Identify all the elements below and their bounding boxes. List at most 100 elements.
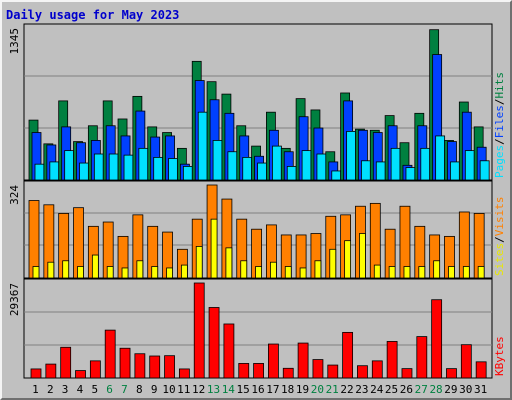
bar-sites-day-2 xyxy=(47,261,55,279)
x-tick-label-11: 11 xyxy=(177,383,190,396)
bar-sites-day-1 xyxy=(32,266,40,279)
legend-item-hits: Hits xyxy=(493,72,506,99)
bar-pages-day-9 xyxy=(153,156,164,181)
x-tick-label-22: 22 xyxy=(340,383,353,396)
x-tick-label-23: 23 xyxy=(355,383,368,396)
bar-kbytes-day-25 xyxy=(386,341,398,379)
x-tick-label-12: 12 xyxy=(192,383,205,396)
x-tick-label-16: 16 xyxy=(251,383,264,396)
x-tick-label-19: 19 xyxy=(296,383,309,396)
chart-title: Daily usage for May 2023 xyxy=(6,8,179,22)
bar-pages-day-26 xyxy=(405,167,416,181)
bar-pages-day-12 xyxy=(197,111,208,181)
legend-hits: Pages/Files/Hits xyxy=(493,72,506,178)
bar-sites-day-24 xyxy=(373,264,381,279)
bar-kbytes-day-12 xyxy=(193,282,205,379)
x-tick-label-20: 20 xyxy=(311,383,324,396)
legend-item-files: Files xyxy=(493,105,506,138)
x-tick-label-4: 4 xyxy=(77,383,84,396)
bar-pages-day-8 xyxy=(138,147,149,181)
bar-kbytes-day-16 xyxy=(253,363,264,379)
bar-kbytes-day-19 xyxy=(297,342,309,379)
x-tick-label-25: 25 xyxy=(385,383,398,396)
bar-kbytes-day-29 xyxy=(446,368,457,379)
bar-sites-day-4 xyxy=(77,266,84,279)
bar-pages-day-30 xyxy=(464,150,475,181)
bar-pages-day-27 xyxy=(420,147,431,181)
bar-kbytes-day-26 xyxy=(401,368,413,379)
x-tick-label-24: 24 xyxy=(370,383,384,396)
x-tick-label-1: 1 xyxy=(32,383,39,396)
legend-kbytes: KBytes xyxy=(493,336,506,376)
bar-kbytes-day-28 xyxy=(431,299,443,379)
bar-kbytes-day-15 xyxy=(238,363,250,379)
legend-separator: / xyxy=(493,138,506,145)
y-max-label-visits: 324 xyxy=(8,185,21,205)
x-tick-label-31: 31 xyxy=(474,383,487,396)
bar-sites-day-21 xyxy=(329,248,337,279)
x-tick-label-17: 17 xyxy=(266,383,279,396)
bar-pages-day-29 xyxy=(450,161,460,181)
x-tick-label-29: 29 xyxy=(444,383,457,396)
bar-kbytes-day-1 xyxy=(30,368,42,379)
x-tick-label-9: 9 xyxy=(151,383,158,396)
bar-pages-day-11 xyxy=(182,166,193,181)
bar-sites-day-25 xyxy=(388,266,396,279)
bar-sites-day-20 xyxy=(314,260,322,279)
bar-sites-day-10 xyxy=(166,267,173,279)
bar-sites-day-9 xyxy=(151,266,159,279)
bar-kbytes-day-24 xyxy=(371,360,383,379)
legend-visits: Sites/Visits xyxy=(493,197,506,277)
bar-pages-day-31 xyxy=(479,160,490,181)
bar-kbytes-day-13 xyxy=(208,307,220,379)
bar-kbytes-day-21 xyxy=(327,364,339,379)
bar-kbytes-day-14 xyxy=(223,323,235,379)
bar-pages-day-24 xyxy=(375,161,386,181)
bar-pages-day-6 xyxy=(108,153,119,181)
bar-sites-day-16 xyxy=(255,266,262,279)
legend-text-visits: Sites/Visits xyxy=(493,197,506,277)
bar-pages-day-16 xyxy=(257,162,267,181)
bar-pages-day-10 xyxy=(168,158,178,181)
bar-sites-day-8 xyxy=(136,260,144,279)
y-max-label-hits: 1345 xyxy=(8,28,21,55)
bar-kbytes-day-30 xyxy=(460,344,472,379)
bar-pages-day-5 xyxy=(93,153,104,181)
bar-pages-day-14 xyxy=(227,151,238,181)
legend-item-kbytes: KBytes xyxy=(493,336,506,376)
x-tick-label-30: 30 xyxy=(459,383,472,396)
legend-item-pages: Pages xyxy=(493,145,506,178)
bar-sites-day-18 xyxy=(284,266,292,279)
bar-pages-day-13 xyxy=(212,140,223,181)
bar-pages-day-15 xyxy=(242,156,253,181)
bar-kbytes-day-18 xyxy=(282,367,294,379)
bar-sites-day-19 xyxy=(299,267,307,279)
legend-item-sites: Sites xyxy=(493,243,506,276)
bar-kbytes-day-27 xyxy=(416,336,428,379)
legend-separator: / xyxy=(493,236,506,243)
bar-kbytes-day-6 xyxy=(104,329,116,379)
bar-sites-day-29 xyxy=(448,266,455,279)
y-max-label-kbytes: 29367 xyxy=(8,283,21,316)
bar-sites-day-17 xyxy=(270,261,277,279)
x-tick-label-7: 7 xyxy=(121,383,128,396)
bar-sites-day-6 xyxy=(106,266,114,279)
bar-sites-day-30 xyxy=(462,266,470,279)
bar-pages-day-28 xyxy=(435,135,446,181)
bar-sites-day-11 xyxy=(180,264,188,279)
bar-kbytes-day-20 xyxy=(312,359,324,379)
bar-kbytes-day-3 xyxy=(60,346,72,379)
bar-kbytes-day-2 xyxy=(45,363,57,379)
bar-pages-day-18 xyxy=(286,166,297,181)
bar-kbytes-day-8 xyxy=(134,353,146,379)
bar-sites-day-15 xyxy=(240,260,248,279)
x-tick-label-2: 2 xyxy=(47,383,54,396)
bar-sites-day-22 xyxy=(344,240,352,279)
legend-text-kbytes: KBytes xyxy=(493,336,506,376)
bar-pages-day-7 xyxy=(123,154,134,181)
x-tick-label-5: 5 xyxy=(91,383,98,396)
bar-sites-day-23 xyxy=(359,233,366,279)
bar-pages-day-1 xyxy=(34,163,45,181)
bar-kbytes-day-17 xyxy=(268,343,279,379)
